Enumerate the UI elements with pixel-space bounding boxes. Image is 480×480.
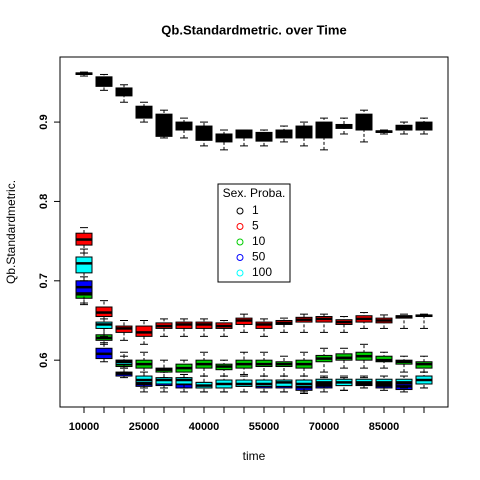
legend-title: Sex. Proba.: [223, 186, 286, 200]
box: [75, 256, 93, 274]
legend-label: 1: [252, 203, 259, 217]
chart-title: Qb.Standardmetric. over Time: [161, 22, 346, 37]
legend-box: [217, 183, 291, 283]
x-tick-label: 85000: [369, 421, 400, 433]
x-tick-label: 40000: [189, 421, 220, 433]
y-tick-label: 0.8: [38, 194, 50, 209]
legend-marker: [236, 254, 244, 261]
x-tick-label: 25000: [129, 421, 160, 433]
x-tick-label: 70000: [309, 421, 340, 433]
y-tick-label: 0.6: [38, 353, 50, 368]
legend-label: 5: [252, 219, 259, 233]
legend-marker: [236, 269, 244, 277]
box: [155, 113, 173, 137]
box: [355, 113, 373, 131]
y-axis-label: Qb.Standardmetric.: [4, 180, 18, 284]
x-tick-label: 55000: [249, 421, 280, 433]
legend-label: 10: [252, 234, 266, 248]
legend-marker: [236, 207, 244, 215]
x-axis-label: time: [243, 449, 266, 463]
legend-marker: [236, 223, 244, 230]
plot-frame: [59, 56, 449, 408]
y-tick-label: 0.9: [38, 114, 50, 129]
legend-marker: [236, 238, 244, 246]
box: [135, 105, 153, 119]
legend-label: 50: [252, 250, 266, 264]
x-tick-label: 10000: [69, 421, 100, 433]
legend-label: 100: [252, 265, 272, 279]
y-tick-label: 0.7: [38, 273, 50, 288]
